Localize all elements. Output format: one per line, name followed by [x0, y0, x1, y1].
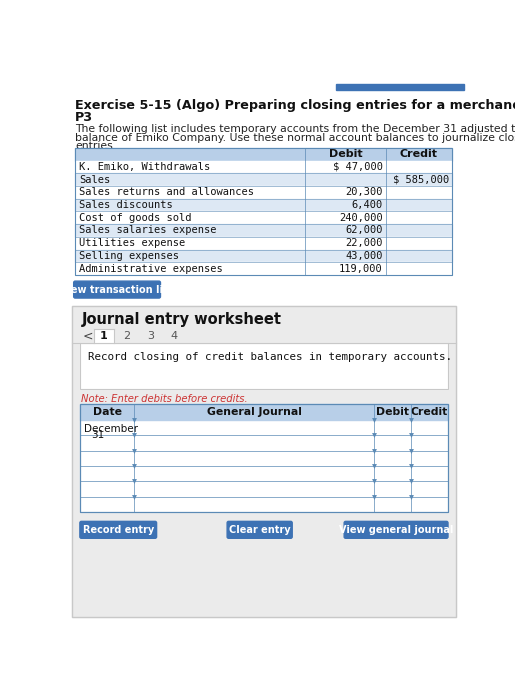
Bar [75, 186, 452, 199]
Bar [75, 250, 452, 262]
FancyBboxPatch shape [227, 522, 292, 538]
Text: $ 47,000: $ 47,000 [333, 162, 383, 172]
Bar [80, 343, 448, 389]
Bar [80, 405, 448, 512]
Text: P3: P3 [75, 111, 93, 124]
Bar [72, 306, 456, 617]
Text: <: < [83, 329, 94, 342]
Bar [75, 262, 452, 275]
Text: Cost of goods sold: Cost of goods sold [79, 213, 192, 223]
Text: $ 585,000: $ 585,000 [392, 175, 449, 185]
Text: Administrative expenses: Administrative expenses [79, 264, 223, 274]
Text: 119,000: 119,000 [339, 264, 383, 274]
Text: View transaction list: View transaction list [60, 285, 174, 295]
Text: 43,000: 43,000 [346, 251, 383, 261]
Text: K. Emiko, Withdrawals: K. Emiko, Withdrawals [79, 162, 210, 172]
Text: General Journal: General Journal [207, 407, 302, 417]
Text: December: December [84, 424, 138, 433]
Bar [94, 329, 114, 343]
Text: The following list includes temporary accounts from the December 31 adjusted tri: The following list includes temporary ac… [75, 124, 515, 134]
Text: Debit: Debit [329, 149, 362, 160]
Text: Credit: Credit [411, 407, 448, 417]
Text: Debit: Debit [376, 407, 409, 417]
Text: entries.: entries. [75, 141, 116, 151]
Text: 240,000: 240,000 [339, 213, 383, 223]
Bar [75, 237, 452, 250]
Text: Record entry: Record entry [82, 525, 154, 535]
Text: 20,300: 20,300 [346, 188, 383, 197]
Text: Record closing of credit balances in temporary accounts.: Record closing of credit balances in tem… [88, 352, 452, 362]
Text: 22,000: 22,000 [346, 238, 383, 248]
FancyBboxPatch shape [74, 281, 161, 298]
Text: Selling expenses: Selling expenses [79, 251, 179, 261]
Text: balance of Emiko Company. Use these normal account balances to journalize closin: balance of Emiko Company. Use these norm… [75, 132, 515, 143]
Text: Note: Enter debits before credits.: Note: Enter debits before credits. [81, 393, 248, 403]
Text: 62,000: 62,000 [346, 225, 383, 235]
Text: Journal entry worksheet: Journal entry worksheet [81, 312, 281, 327]
Text: Sales discounts: Sales discounts [79, 200, 173, 210]
Bar [336, 84, 464, 90]
Text: Exercise 5-15 (Algo) Preparing closing entries for a merchandiser LO: Exercise 5-15 (Algo) Preparing closing e… [75, 99, 515, 113]
Text: Utilities expense: Utilities expense [79, 238, 185, 248]
Bar [75, 174, 452, 186]
Bar [75, 148, 452, 160]
Bar [80, 405, 448, 512]
Text: Clear entry: Clear entry [229, 525, 290, 535]
Text: Date: Date [93, 407, 122, 417]
Bar [80, 405, 448, 420]
Bar [75, 199, 452, 211]
Bar [75, 211, 452, 224]
Text: Sales returns and allowances: Sales returns and allowances [79, 188, 254, 197]
Text: 1: 1 [100, 331, 108, 341]
Text: 3: 3 [147, 331, 154, 341]
Bar [72, 306, 456, 617]
Text: View general journal: View general journal [339, 525, 453, 535]
FancyBboxPatch shape [344, 522, 448, 538]
Bar [75, 160, 452, 174]
Text: 2: 2 [124, 331, 131, 341]
Text: 31: 31 [91, 430, 104, 440]
Bar [75, 148, 452, 275]
Text: Sales salaries expense: Sales salaries expense [79, 225, 217, 235]
Text: Sales: Sales [79, 175, 110, 185]
Text: 4: 4 [170, 331, 177, 341]
Bar [75, 148, 452, 275]
FancyBboxPatch shape [80, 522, 157, 538]
Bar [75, 224, 452, 237]
Text: 6,400: 6,400 [352, 200, 383, 210]
Bar [80, 343, 448, 389]
Text: Credit: Credit [400, 149, 438, 160]
